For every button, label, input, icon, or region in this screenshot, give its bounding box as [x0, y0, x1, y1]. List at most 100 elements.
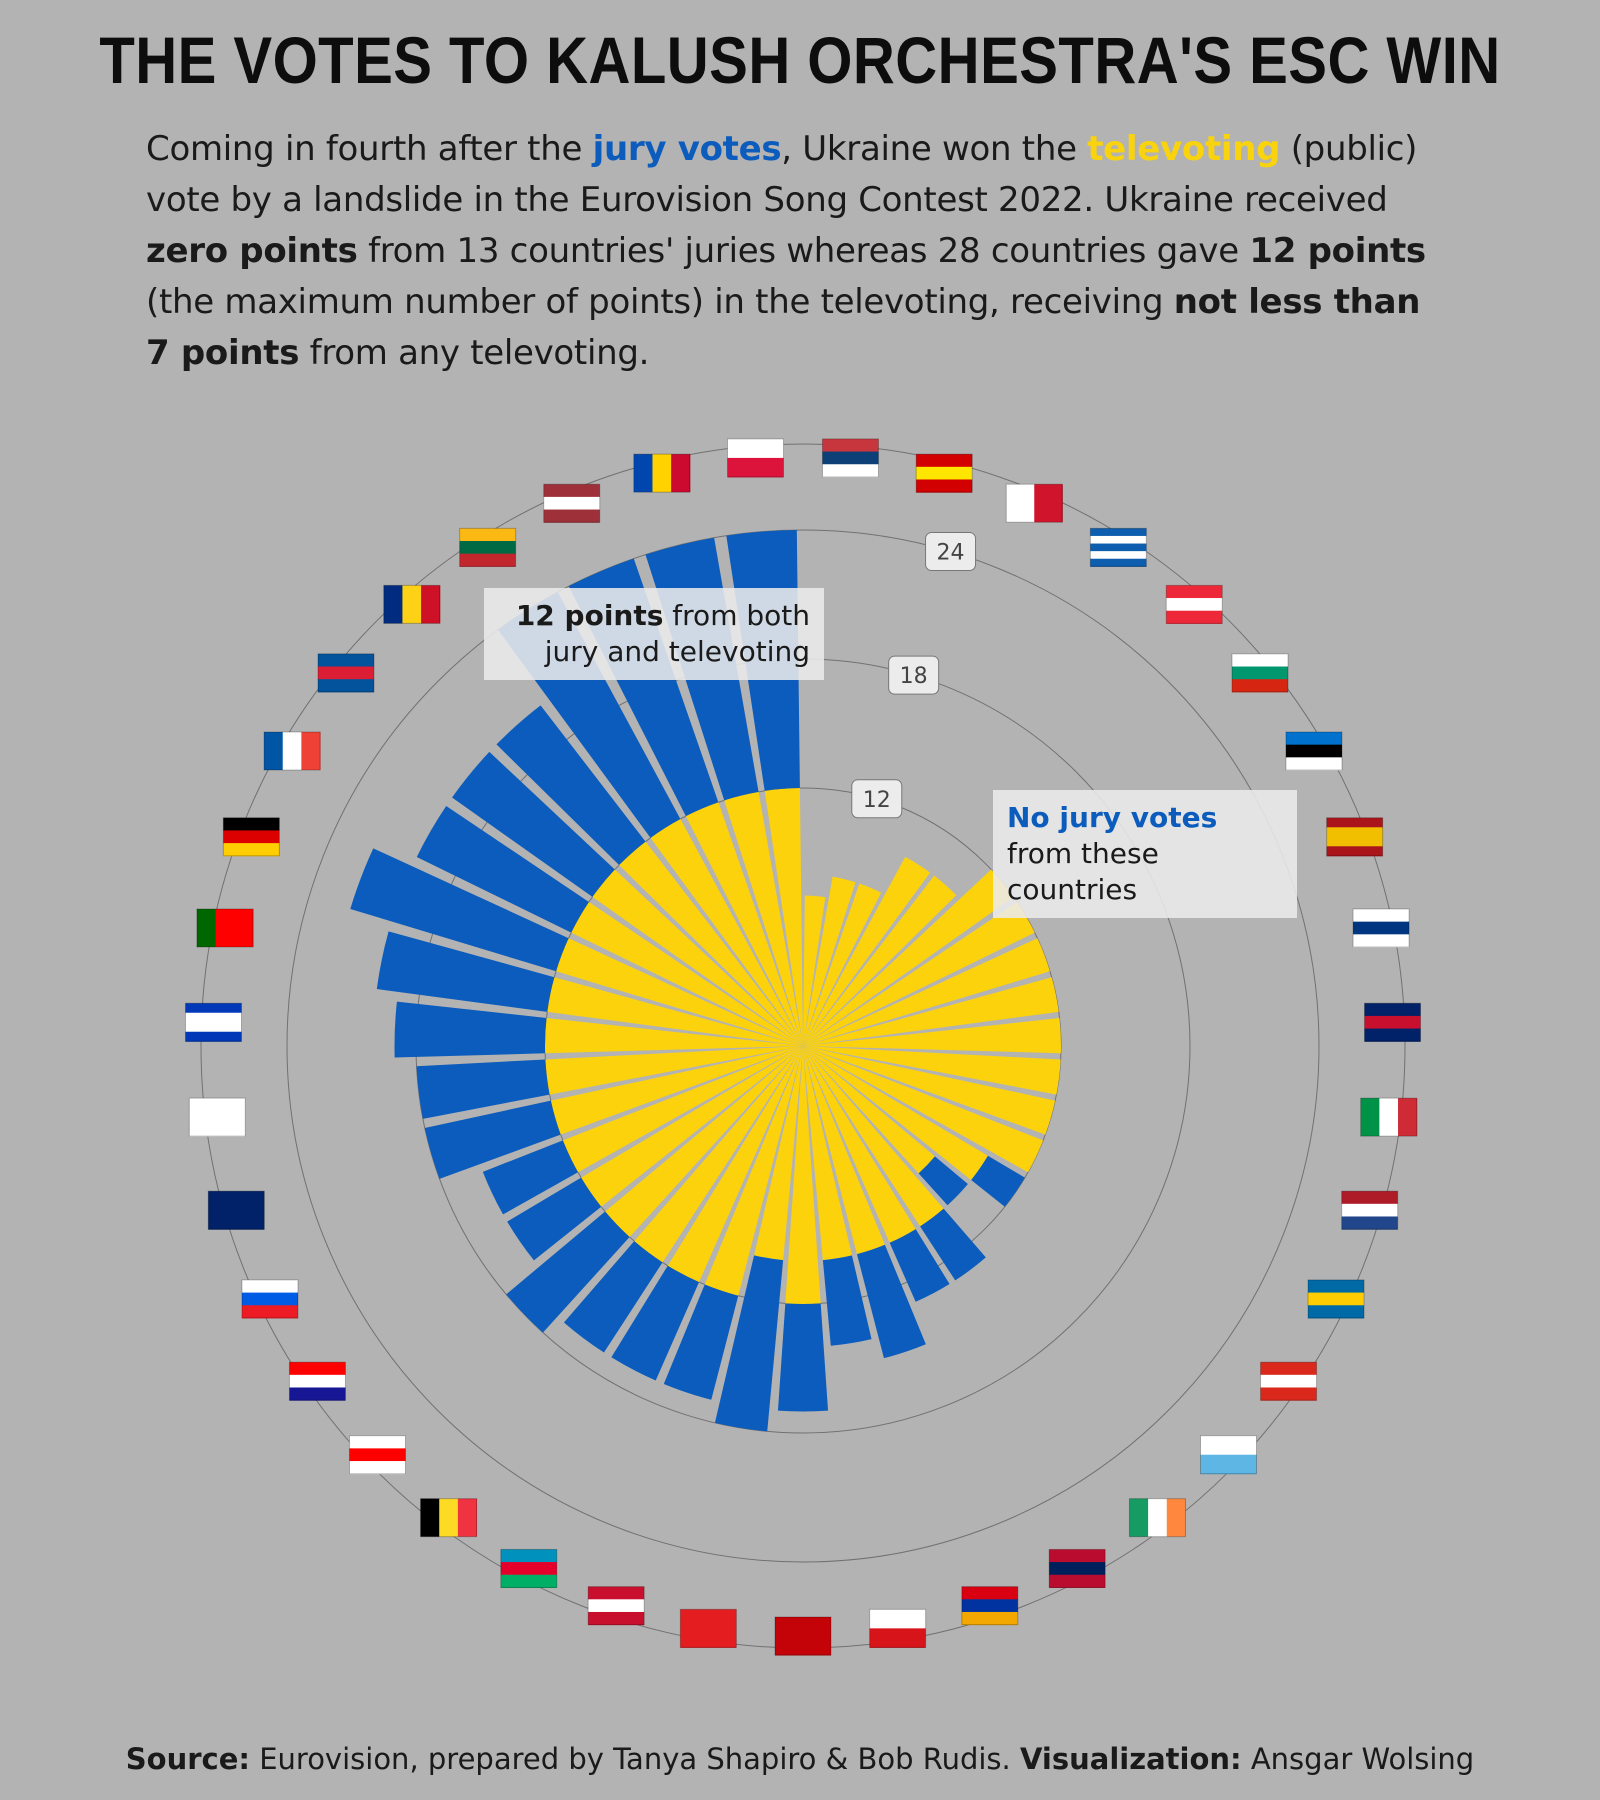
bar-jury-cz: [822, 1255, 872, 1346]
bar-jury-is: [452, 751, 615, 897]
bar-jury-hr: [507, 1177, 602, 1261]
bar-jury-az: [611, 1265, 700, 1381]
bar-televoting-fr: [571, 901, 803, 1046]
flag-at: [1165, 584, 1223, 624]
source-line: Source: Eurovision, prepared by Tanya Sh…: [0, 1742, 1600, 1776]
flag-ro: [383, 584, 441, 624]
flag-cz: [869, 1608, 927, 1648]
intro-televoting-word: televoting: [1087, 129, 1281, 169]
intro-part-4: from 13 countries' juries whereas 28 cou…: [357, 231, 1250, 271]
flag-se: [1307, 1279, 1365, 1319]
bar-televoting-mk: [803, 876, 856, 1046]
flag-pl: [727, 438, 785, 478]
bar-televoting-az: [667, 1046, 803, 1283]
svg-text:12: 12: [863, 788, 891, 813]
grid-ring-24: [286, 529, 1320, 1563]
bar-televoting-il: [544, 1017, 803, 1054]
intro-text: Coming in fourth after the jury votes, U…: [146, 124, 1446, 379]
bar-televoting-at: [803, 875, 957, 1046]
bar-jury-ge: [506, 1211, 630, 1333]
bar-jury-pt: [376, 931, 555, 1012]
flag-fr: [263, 731, 321, 771]
intro-part-2: , Ukraine won the: [781, 129, 1088, 169]
bar-televoting-pt: [547, 977, 803, 1046]
bar-televoting-ge: [605, 1046, 803, 1238]
bar-televoting-mt: [803, 883, 882, 1046]
flag-ee: [1285, 731, 1343, 771]
bar-televoting-cy: [545, 1046, 803, 1095]
tick-label-18: 18: [888, 655, 940, 695]
bar-televoting-am: [803, 1046, 885, 1255]
flag-il: [184, 1002, 242, 1042]
country-flags: [184, 438, 1422, 1656]
flag-ch: [1260, 1361, 1318, 1401]
bar-televoting-fi: [803, 977, 1059, 1046]
bar-jury-am: [856, 1244, 926, 1359]
source-label: Source:: [125, 1742, 250, 1776]
bar-televoting-si: [562, 1046, 803, 1173]
annotation-no-jury: No jury votes from these countries: [993, 790, 1297, 918]
flag-it: [1360, 1097, 1418, 1137]
flag-ge: [348, 1435, 406, 1475]
flag-bg: [1231, 653, 1289, 693]
flag-es: [1326, 817, 1384, 857]
bar-televoting-be: [634, 1046, 803, 1263]
radial-tick-labels: 12 18 24: [851, 532, 977, 819]
visualization-label: Visualization:: [1019, 1742, 1242, 1776]
bar-jury-il: [394, 1001, 547, 1058]
intro-bold-7-points: not less than 7 points: [146, 282, 1421, 373]
annotation-nojury-bold: No jury votes: [1007, 801, 1218, 834]
bar-televoting-bg: [803, 869, 1014, 1046]
bar-televoting-no: [803, 1046, 916, 1243]
bar-jury-fr: [416, 805, 589, 933]
bar-televoting-es: [803, 938, 1050, 1046]
bar-televoting-sm: [803, 1046, 935, 1174]
flag-be: [420, 1498, 478, 1538]
bar-televoting-it: [803, 1046, 1061, 1095]
bar-televoting-lt: [650, 819, 803, 1046]
bar-televoting-rs: [803, 895, 826, 1046]
bar-televoting-ie: [803, 1046, 944, 1227]
flag-lv: [543, 483, 601, 523]
flag-pt: [196, 908, 254, 948]
intro-part-5: (the maximum number of points) in the te…: [146, 282, 1174, 322]
annotation-nojury-rest: from these countries: [1007, 837, 1159, 906]
flag-no: [1048, 1548, 1106, 1588]
bar-televoting-gr: [803, 856, 931, 1046]
bar-televoting-se: [803, 1046, 1044, 1173]
bar-jury-ro: [496, 705, 646, 866]
flag-az: [500, 1548, 558, 1588]
bar-jury-be: [563, 1241, 663, 1353]
flag-gb: [1364, 1002, 1422, 1042]
bar-televoting-is: [592, 869, 803, 1046]
bar-jury-au: [424, 1100, 561, 1179]
annotation-both-rest: from both jury and televoting: [544, 599, 810, 668]
bar-jury-al: [714, 1255, 784, 1432]
flag-sm: [1200, 1435, 1258, 1475]
bar-televoting-md: [724, 791, 803, 1046]
flag-me: [774, 1616, 832, 1656]
bar-televoting-ch: [803, 1046, 988, 1180]
flag-md: [633, 453, 691, 493]
intro-bold-12-points: 12 points: [1249, 231, 1426, 271]
annotation-12-points-both: 12 points from both jury and televoting: [484, 588, 824, 680]
flag-si: [241, 1279, 299, 1319]
bar-televoting-hr: [581, 1046, 803, 1207]
bars-group: [350, 530, 1061, 1432]
annotation-both-bold: 12 points: [515, 599, 664, 632]
bar-jury-dk: [663, 1284, 739, 1400]
bar-jury-cy: [416, 1059, 550, 1119]
flag-mt: [1005, 483, 1063, 523]
bar-jury-ie: [920, 1208, 986, 1281]
bar-jury-si: [482, 1140, 579, 1215]
source-text: Eurovision, prepared by Tanya Shapiro & …: [249, 1742, 1020, 1776]
bar-jury-no: [889, 1229, 950, 1302]
svg-text:24: 24: [937, 541, 965, 566]
chart-title: THE VOTES TO KALUSH ORCHESTRA'S ESC WIN: [99, 23, 1501, 97]
flag-hr: [288, 1361, 346, 1401]
bar-televoting-nl: [803, 1046, 1056, 1135]
flag-is: [317, 653, 375, 693]
tick-label-12: 12: [851, 779, 903, 819]
flag-dk: [587, 1586, 645, 1626]
